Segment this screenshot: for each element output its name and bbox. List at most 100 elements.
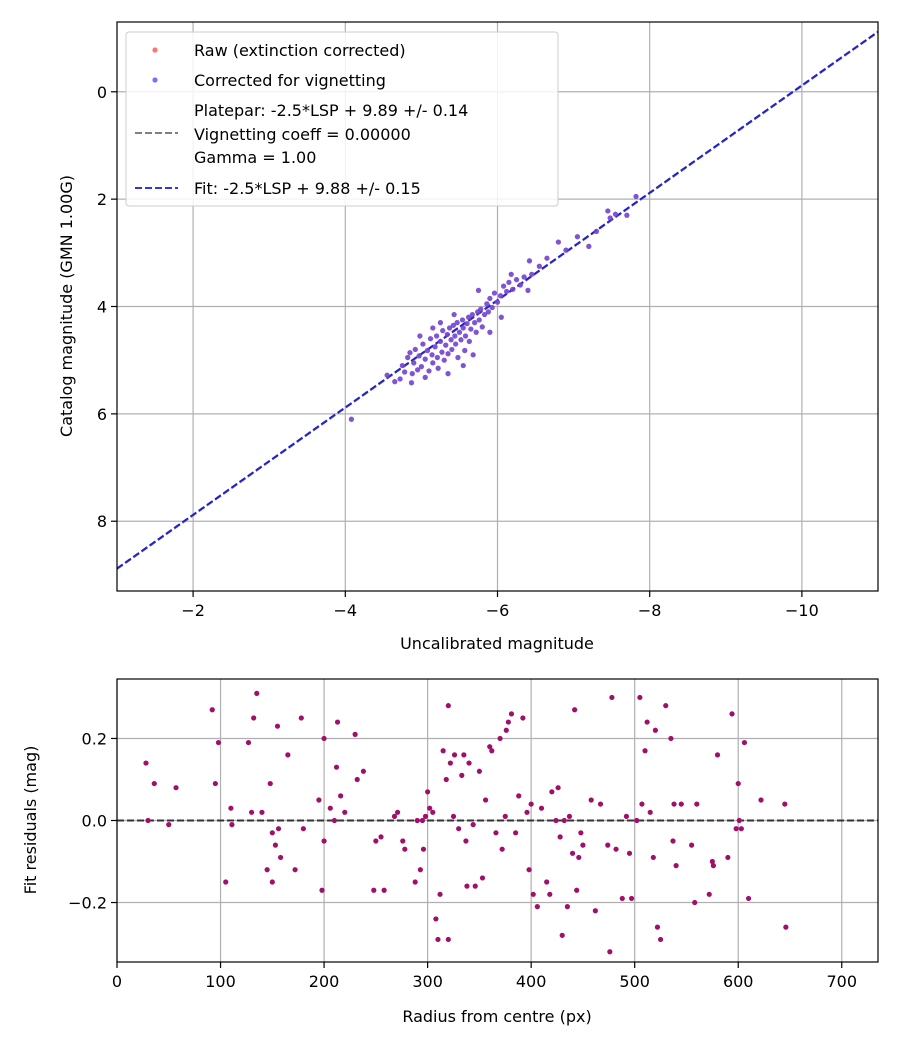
bot-x-tick-label: 100 [205, 972, 236, 991]
residual-point [482, 797, 489, 803]
top-chart: −2 −4 −6 −8 −10 0 2 4 6 8 Uncalibrated magnitude… [57, 21, 879, 653]
legend-platepar-line3: Gamma = 1.00 [194, 148, 316, 167]
residual-point [547, 891, 553, 897]
corrected-point [497, 293, 504, 299]
residual-point [647, 809, 653, 815]
residual-point [503, 727, 509, 733]
residual-point [267, 780, 273, 787]
corrected-point [574, 234, 581, 240]
residual-point [654, 924, 661, 930]
residual-point [652, 727, 658, 733]
top-x-tick-label: −2 [181, 601, 205, 620]
corrected-point [422, 356, 428, 362]
residual-point [678, 801, 684, 807]
corrected-point [348, 416, 354, 422]
residual-point [470, 822, 476, 828]
residual-point [173, 785, 179, 791]
residual-point [464, 883, 470, 889]
residual-point [783, 924, 789, 930]
residual-point [576, 854, 582, 861]
residual-point [694, 801, 700, 807]
residual-point [412, 879, 418, 885]
residual-point [269, 830, 275, 836]
residual-point [782, 801, 788, 807]
residual-point [414, 817, 420, 824]
residual-point [493, 830, 499, 836]
corrected-point [424, 347, 431, 354]
residual-point [528, 801, 534, 807]
corrected-point [397, 376, 403, 382]
residual-point [479, 875, 486, 881]
corrected-point [384, 372, 390, 378]
bottom-y-ticks: −0.2 0.0 0.2 [68, 729, 117, 913]
residual-point [292, 867, 298, 873]
residual-point [331, 817, 338, 824]
corrected-point [481, 311, 488, 318]
corrected-point [439, 349, 445, 355]
residual-point [417, 867, 423, 873]
corrected-point [450, 322, 456, 328]
corrected-point [555, 239, 561, 245]
corrected-point [437, 320, 444, 326]
top-y-tick-label: 8 [97, 512, 107, 531]
corrected-point [504, 288, 510, 295]
top-legend: Raw (extinction corrected) Corrected for… [125, 31, 559, 207]
residual-point [254, 690, 260, 696]
legend-box [125, 31, 559, 207]
residual-point [673, 863, 679, 869]
bot-y-tick-label: −0.2 [68, 894, 107, 913]
corrected-point [453, 341, 459, 347]
residual-point [706, 891, 712, 897]
corrected-point [462, 333, 469, 339]
bot-x-tick-label: 700 [826, 972, 857, 991]
residual-point [360, 768, 367, 774]
corrected-point [462, 347, 468, 354]
corrected-point [441, 357, 447, 363]
residual-point [508, 711, 515, 717]
residual-point [427, 805, 433, 811]
corrected-point [605, 208, 611, 214]
corrected-point [494, 299, 501, 305]
residual-point [228, 805, 234, 811]
top-y-axis-label: Catalog magnitude (GMN 1.00G) [57, 175, 76, 437]
bot-x-tick-label: 0 [112, 972, 122, 991]
residual-point [430, 809, 436, 815]
corrected-point [454, 320, 460, 326]
corrected-point [418, 364, 424, 370]
residual-point [555, 785, 561, 791]
residual-point [592, 908, 598, 914]
residual-point [450, 813, 457, 819]
top-x-tick-label: −4 [334, 601, 358, 620]
residual-point [352, 731, 358, 737]
top-y-tick-label: 2 [97, 190, 107, 209]
corrected-point [407, 350, 413, 356]
residual-point [613, 846, 619, 852]
residual-point [735, 780, 741, 787]
residual-point [549, 789, 555, 795]
residual-point [338, 793, 344, 799]
corrected-point [411, 360, 417, 366]
bot-x-tick-label: 300 [412, 972, 443, 991]
corrected-point [451, 311, 457, 318]
residual-point [143, 760, 149, 766]
residual-point [373, 838, 379, 844]
bottom-x-axis-label: Radius from centre (px) [402, 1007, 591, 1026]
residual-point [248, 809, 255, 815]
residual-point [634, 817, 640, 824]
corrected-point [612, 211, 619, 217]
corrected-point [513, 277, 520, 283]
corrected-point [500, 283, 507, 289]
residual-point [391, 813, 398, 819]
bottom-scatter-points [143, 690, 789, 955]
corrected-point [536, 263, 542, 269]
residual-point [580, 842, 586, 848]
residual-point [300, 826, 306, 832]
corrected-point [399, 362, 405, 369]
residual-point [668, 735, 674, 742]
corrected-point [429, 352, 435, 358]
top-x-axis-label: Uncalibrated magnitude [400, 634, 594, 653]
residual-point [459, 772, 465, 778]
corrected-point [417, 333, 423, 339]
corrected-point [443, 342, 449, 348]
residual-point [342, 809, 348, 815]
